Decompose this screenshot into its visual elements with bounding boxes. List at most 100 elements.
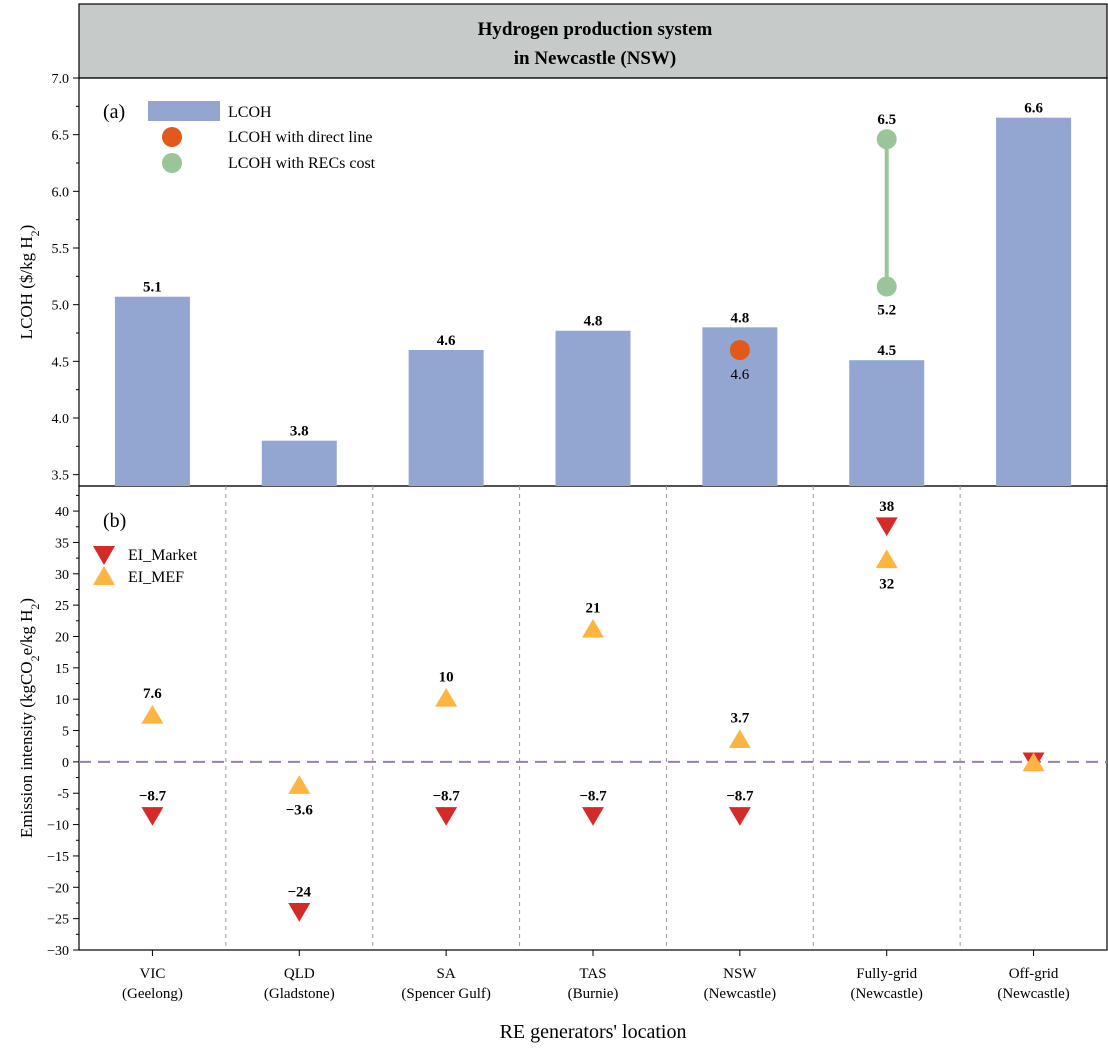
ei-market-marker (141, 807, 164, 826)
panel-a-ytick-label: 3.5 (52, 469, 70, 484)
panel-a-tag: (a) (103, 101, 125, 123)
legend-marker-recs (162, 153, 182, 173)
panel-b-ytick-label: 0 (62, 756, 69, 771)
ei-mef-label: 10 (439, 669, 454, 685)
ei-market-label: 38 (879, 499, 894, 515)
x-category-label: Off-grid (1009, 966, 1059, 982)
x-category-label: SA (437, 966, 456, 982)
panel-b-ytick-label: −25 (47, 913, 69, 928)
ei-mef-marker (875, 549, 898, 569)
panel-b-ytick-label: 25 (55, 599, 69, 614)
lcoh-bar-value-label: 6.6 (1024, 101, 1043, 117)
panel-b-ylabel: Emission intensity (kgCO2e/kg H2) (17, 598, 42, 838)
panel-b-ytick-label: −30 (47, 944, 69, 959)
panel-a-ylabel: LCOH ($/kg H2) (17, 225, 42, 340)
ei-mef-marker (728, 729, 751, 749)
ei-market-marker (288, 903, 311, 922)
legend-label-lcoh: LCOH (228, 104, 272, 121)
recs-high-marker (876, 129, 897, 150)
ei-market-label: −8.7 (726, 788, 754, 804)
ei-market-label: −24 (288, 884, 312, 900)
recs-low-label: 5.2 (877, 303, 896, 319)
direct-line-marker (729, 340, 750, 360)
x-category-sublabel: (Burnie) (568, 986, 619, 1002)
panel-a-plot: 3.5 4.0 4.5 5.0 5.5 6.0 6.5 7.0 5.1 3.8 4.6 4.8 4.8 4… (52, 72, 1072, 487)
ei-mef-label: −3.6 (286, 802, 314, 818)
panel-a-ytick-label: 6.0 (52, 185, 70, 200)
panel-b-plot: −30 −25 −20 −15 −10 -5 0 5 10 15 20 25 30 35 40 VIC (Gee… (47, 486, 1107, 1002)
legend-marker-ei-mef (93, 566, 115, 585)
panel-b-ytick-label: 5 (62, 725, 69, 740)
ei-market-marker (875, 517, 898, 537)
legend-marker-direct-line (162, 127, 182, 147)
panel-b-ytick-label: 30 (55, 568, 69, 583)
x-category-sublabel: (Newcastle) (850, 986, 922, 1002)
panel-b-ytick-label: 10 (55, 693, 69, 708)
legend-swatch-lcoh (148, 101, 220, 121)
x-category-sublabel: (Newcastle) (997, 986, 1069, 1002)
ei-market-marker (728, 807, 751, 826)
panel-a-ytick-label: 4.0 (52, 412, 70, 427)
panel-a-ytick-label: 4.5 (52, 355, 70, 370)
ei-mef-label: 7.6 (143, 686, 162, 702)
panel-b-ytick-label: 15 (55, 662, 69, 677)
ei-mef-label: 3.7 (730, 711, 749, 727)
lcoh-bar-value-label: 4.5 (877, 343, 896, 359)
x-category-label: Fully-grid (856, 966, 917, 982)
chart-title-line-2: in Newcastle (NSW) (514, 48, 677, 69)
lcoh-bar (261, 440, 337, 486)
recs-high-label: 6.5 (877, 112, 896, 128)
lcoh-bar (849, 360, 925, 486)
panel-b-frame (78, 485, 1108, 951)
ei-market-marker (435, 807, 458, 826)
lcoh-bar-value-label: 4.8 (584, 314, 603, 330)
x-category-sublabel: (Geelong) (122, 986, 183, 1002)
x-axis-title: RE generators' location (500, 1021, 687, 1043)
ei-mef-marker (435, 687, 458, 707)
x-category-label: NSW (723, 966, 757, 982)
lcoh-bar (408, 350, 484, 486)
panel-b-ytick-label: -5 (57, 787, 69, 802)
panel-b-ytick-label: 35 (55, 536, 69, 551)
ei-market-label: −8.7 (432, 788, 460, 804)
x-category-sublabel: (Newcastle) (704, 986, 776, 1002)
x-category-label: QLD (284, 966, 315, 982)
lcoh-bar-value-label: 4.8 (730, 310, 749, 326)
ei-mef-marker (141, 704, 164, 724)
legend-label-recs: LCOH with RECs cost (228, 155, 376, 172)
recs-low-marker (876, 276, 897, 297)
panel-b-tag: (b) (103, 510, 126, 532)
ei-mef-label: 21 (586, 600, 601, 616)
legend-marker-ei-market (93, 546, 115, 565)
x-category-label: TAS (579, 966, 606, 982)
lcoh-bar-value-label: 4.6 (437, 333, 456, 349)
lcoh-bar (555, 330, 631, 486)
ei-mef-marker (582, 618, 604, 638)
ei-mef-label: 32 (879, 577, 894, 593)
lcoh-bar (996, 117, 1072, 487)
ei-mef-marker (1022, 752, 1045, 772)
legend-label-direct-line: LCOH with direct line (228, 129, 372, 146)
legend-label-ei-market: EI_Market (128, 547, 198, 564)
ei-market-marker (582, 807, 604, 826)
ei-mef-marker (288, 775, 311, 794)
chart-title-line-1: Hydrogen production system (478, 19, 713, 40)
panel-b-ytick-label: 20 (55, 630, 69, 645)
lcoh-bar-value-label: 5.1 (143, 280, 162, 296)
panel-a-ytick-label: 6.5 (52, 129, 70, 144)
lcoh-bar (114, 296, 190, 486)
ei-market-label: −8.7 (139, 788, 167, 804)
panel-b-ytick-label: −10 (47, 819, 69, 834)
legend-panel-b: EI_Market EI_MEF (93, 546, 198, 586)
panel-a-ytick-label: 5.0 (52, 299, 70, 314)
legend-panel-a: LCOH LCOH with direct line LCOH with REC… (148, 101, 376, 173)
panel-b-ytick-label: −20 (47, 881, 69, 896)
legend-label-ei-mef: EI_MEF (128, 569, 184, 586)
panel-b-ytick-label: 40 (55, 505, 69, 520)
panel-a-ytick-label: 7.0 (52, 72, 70, 87)
ei-market-label: −8.7 (579, 788, 607, 804)
lcoh-bar-value-label: 3.8 (290, 424, 309, 440)
x-category-sublabel: (Gladstone) (264, 986, 335, 1002)
panel-b-ytick-label: −15 (47, 850, 69, 865)
x-category-sublabel: (Spencer Gulf) (401, 986, 491, 1002)
